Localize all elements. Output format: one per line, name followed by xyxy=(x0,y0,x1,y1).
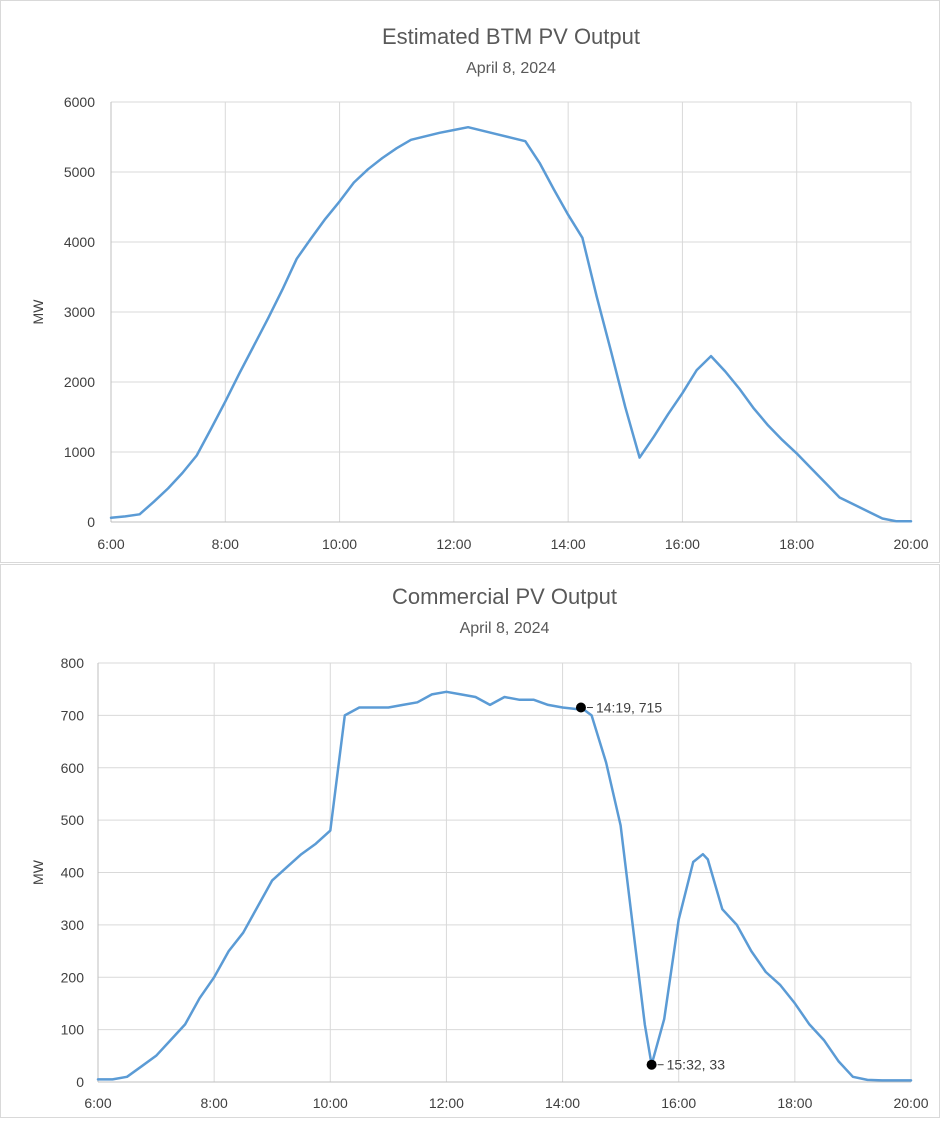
commercial-x-tick-label: 18:00 xyxy=(777,1095,812,1111)
commercial-y-tick-label: 600 xyxy=(61,760,85,776)
commercial-x-tick-label: 10:00 xyxy=(313,1095,348,1111)
commercial-x-tick-label: 14:00 xyxy=(545,1095,580,1111)
commercial-y-tick-label: 800 xyxy=(61,655,85,671)
commercial-y-tick-label: 0 xyxy=(76,1074,84,1090)
commercial-y-tick-label: 400 xyxy=(61,865,85,881)
commercial-y-tick-label: 700 xyxy=(61,707,85,723)
commercial-chart-title: Commercial PV Output xyxy=(392,584,617,609)
btm-y-tick-label: 6000 xyxy=(64,94,95,110)
btm-chart-subtitle: April 8, 2024 xyxy=(466,60,556,77)
btm-x-tick-label: 6:00 xyxy=(97,536,124,552)
commercial-y-axis-title: MW xyxy=(30,859,46,885)
btm-y-tick-label: 4000 xyxy=(64,234,95,250)
btm-x-tick-label: 8:00 xyxy=(212,536,239,552)
commercial-annotation-label: 14:19, 715 xyxy=(596,700,662,716)
commercial-x-tick-label: 12:00 xyxy=(429,1095,464,1111)
commercial-y-tick-label: 500 xyxy=(61,812,85,828)
btm-y-tick-label: 3000 xyxy=(64,304,95,320)
commercial-chart-subtitle: April 8, 2024 xyxy=(460,620,550,637)
commercial-y-tick-label: 300 xyxy=(61,917,85,933)
btm-x-tick-label: 12:00 xyxy=(436,536,471,552)
btm-x-tick-label: 20:00 xyxy=(893,536,928,552)
commercial-y-tick-label: 200 xyxy=(61,969,85,985)
commercial-x-tick-label: 8:00 xyxy=(201,1095,228,1111)
commercial-pv-chart: Commercial PV Output April 8, 2024 0 100 200… xyxy=(30,584,929,1111)
btm-y-tick-label: 0 xyxy=(87,514,95,530)
commercial-y-tick-label: 100 xyxy=(61,1022,85,1038)
btm-pv-chart: Estimated BTM PV Output April 8, 2024 0 100… xyxy=(30,24,929,552)
btm-y-tick-label: 1000 xyxy=(64,444,95,460)
btm-x-tick-label: 18:00 xyxy=(779,536,814,552)
commercial-x-tick-label: 6:00 xyxy=(84,1095,111,1111)
commercial-x-tick-label: 20:00 xyxy=(893,1095,928,1111)
btm-y-tick-label: 5000 xyxy=(64,164,95,180)
commercial-annotation-label: 15:32, 33 xyxy=(667,1057,726,1073)
btm-y-tick-label: 2000 xyxy=(64,374,95,390)
btm-series-line xyxy=(109,125,913,523)
btm-pv-chart-panel: Estimated BTM PV Output April 8, 2024 0 100… xyxy=(0,0,940,563)
btm-x-tick-label: 10:00 xyxy=(322,536,357,552)
commercial-series-line xyxy=(96,690,913,1082)
btm-chart-title: Estimated BTM PV Output xyxy=(382,24,640,49)
commercial-annotation-marker xyxy=(575,702,586,713)
btm-y-axis-title: MW xyxy=(30,299,46,325)
btm-x-tick-label: 14:00 xyxy=(551,536,586,552)
commercial-annotation-marker xyxy=(646,1059,657,1070)
commercial-pv-chart-panel: Commercial PV Output April 8, 2024 0 100 200… xyxy=(0,564,940,1118)
btm-x-tick-label: 16:00 xyxy=(665,536,700,552)
commercial-x-tick-label: 16:00 xyxy=(661,1095,696,1111)
